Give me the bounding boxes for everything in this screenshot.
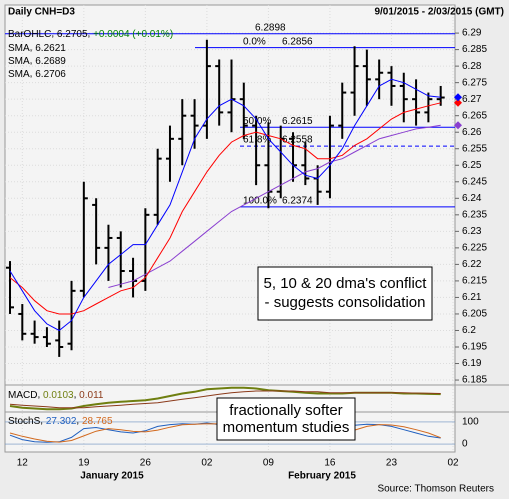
y-tick-label: 6.265 xyxy=(462,110,487,121)
month-label: February 2015 xyxy=(288,471,356,482)
annotation: momentum studies xyxy=(223,419,350,436)
legend-name: BarOHLC xyxy=(8,29,51,40)
y-tick-label: 6.205 xyxy=(462,309,487,320)
y-tick-label: 6.28 xyxy=(462,61,482,72)
stoch-name: StochS xyxy=(8,416,41,427)
legend-sma: SMA, 6.2689 xyxy=(8,56,66,67)
legend-name: SMA xyxy=(8,43,30,54)
legend-value: 6.2706 xyxy=(35,69,66,80)
fib-value: 6.2898 xyxy=(255,22,286,33)
sma-line xyxy=(9,102,441,315)
y-tick-label: 6.24 xyxy=(462,193,482,204)
fib-label: 100.0% xyxy=(243,196,277,207)
y-tick-label: 6.185 xyxy=(462,375,487,386)
y-tick-label: 6.27 xyxy=(462,94,482,105)
y-tick-label: 6.26 xyxy=(462,127,482,138)
x-tick-label: 26 xyxy=(140,458,152,469)
annotation-box xyxy=(216,397,356,441)
stoch-value: 28.765 xyxy=(82,416,113,427)
fib-value: 6.2558 xyxy=(282,135,313,146)
source: Source: Thomson Reuters xyxy=(377,484,494,495)
annotation: fractionally softer xyxy=(229,402,342,419)
x-tick-label: 02 xyxy=(201,458,213,469)
y-tick-label: 6.19 xyxy=(462,358,482,369)
macd-name: MACD xyxy=(8,390,37,401)
legend-value: 6.2689 xyxy=(35,56,66,67)
legend-value: 6.2705 xyxy=(57,29,88,40)
y-tick-label: 6.29 xyxy=(462,28,482,39)
y-tick-label: 6.245 xyxy=(462,176,487,187)
x-tick-label: 19 xyxy=(78,458,90,469)
legend-change: +0.0004 xyxy=(93,29,130,40)
sma-line xyxy=(9,78,441,332)
last-value-marker xyxy=(454,98,462,107)
y-tick-label: 6.225 xyxy=(462,243,487,254)
fib-value: 6.2615 xyxy=(282,116,313,127)
x-tick-label: 12 xyxy=(17,458,29,469)
last-value-marker xyxy=(454,93,462,102)
y-tick-label: 6.22 xyxy=(462,259,482,270)
last-value-marker xyxy=(454,121,462,130)
macd-value: 0.0103 xyxy=(43,390,74,401)
chart-title: Daily CNH=D3 xyxy=(8,7,75,18)
x-tick-label: 23 xyxy=(386,458,398,469)
legend-ohlc: BarOHLC, 6.2705, +0.0004 (+0.01%) xyxy=(8,29,173,40)
legend-sma: SMA, 6.2706 xyxy=(8,69,66,80)
legend-sma: SMA, 6.2621 xyxy=(8,43,66,54)
y-tick-label: 6.275 xyxy=(462,77,487,88)
fib-value: 6.2856 xyxy=(282,36,313,47)
legend-value: 6.2621 xyxy=(35,43,66,54)
fib-label: 0.0% xyxy=(243,36,266,47)
y-tick-label: 6.235 xyxy=(462,209,487,220)
annotation: 5, 10 & 20 dma's conflict xyxy=(264,275,428,292)
y-tick-label: 6.25 xyxy=(462,160,482,171)
macd-label: MACD, 0.0103, 0.011 xyxy=(8,390,104,401)
legend-name: SMA xyxy=(8,56,30,67)
y-tick-label: 6.195 xyxy=(462,342,487,353)
y-tick-label: 100 xyxy=(462,417,479,428)
y-tick-label: 6.21 xyxy=(462,292,482,303)
x-tick-label: 02 xyxy=(447,458,459,469)
legend-change-pct: (+0.01%) xyxy=(132,29,173,40)
stoch-label: StochS, 27.302, 28.765 xyxy=(8,416,113,427)
y-tick-label: 6.23 xyxy=(462,226,482,237)
y-tick-label: 6.215 xyxy=(462,276,487,287)
y-tick-label: 6.255 xyxy=(462,143,487,154)
y-tick-label: 6.285 xyxy=(462,44,487,55)
y-tick-label: 0 xyxy=(462,439,468,450)
x-tick-label: 09 xyxy=(263,458,275,469)
stoch-value: 27.302 xyxy=(46,416,77,427)
macd-value: 0.011 xyxy=(79,390,104,401)
y-tick-label: 6.2 xyxy=(462,325,476,336)
sma-line xyxy=(108,124,441,288)
chart-subtitle: 9/01/2015 - 2/03/2015 (GMT) xyxy=(374,7,504,18)
macd-line xyxy=(9,390,441,409)
legend-name: SMA xyxy=(8,69,30,80)
x-tick-label: 16 xyxy=(324,458,336,469)
fib-label: 61.8% xyxy=(243,135,271,146)
fib-value: 6.2374 xyxy=(282,196,313,207)
annotation-box xyxy=(257,266,433,321)
annotation: - suggests consolidation xyxy=(265,294,426,311)
month-label: January 2015 xyxy=(80,471,144,482)
